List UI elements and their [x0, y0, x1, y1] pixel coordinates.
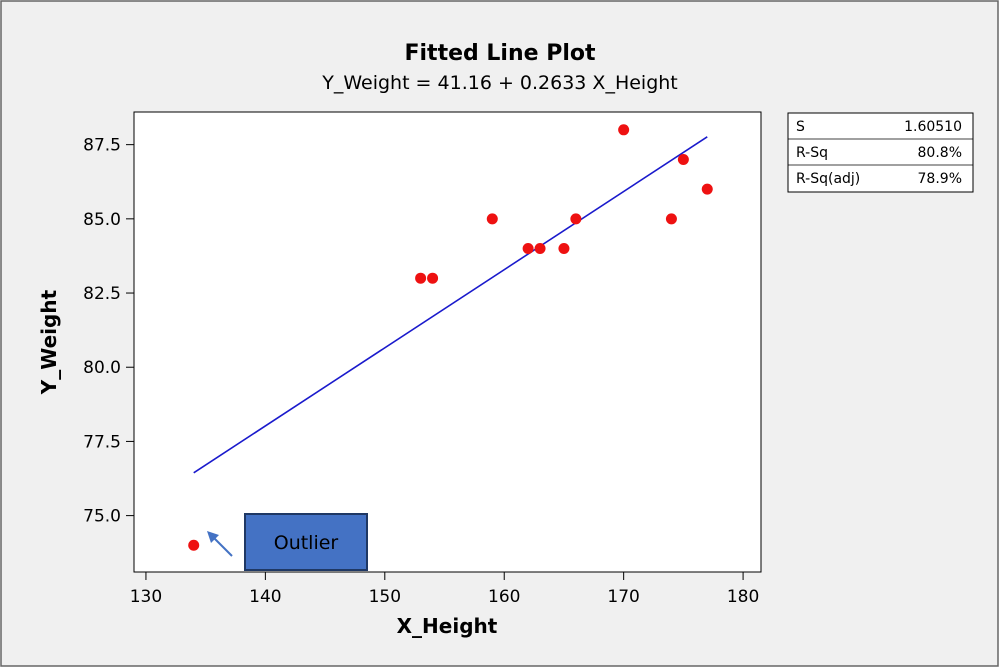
y-tick-label: 80.0: [83, 358, 121, 378]
fit-line-layer: [193, 136, 708, 474]
outlier-arrow-head: [207, 531, 219, 543]
outlier-callout-box: [244, 513, 368, 571]
plot-area: [133, 111, 762, 573]
data-point: [522, 243, 534, 255]
stat-s-label: S: [796, 119, 805, 135]
data-point: [677, 153, 689, 165]
y-axis-label: Y_Weight: [37, 289, 61, 395]
data-point: [415, 272, 427, 284]
data-point: [188, 539, 200, 551]
x-axis-label: X_Height: [397, 614, 498, 638]
stats-box: S 1.60510 R-Sq 80.8% R-Sq(adj) 78.9%: [787, 112, 974, 193]
stats-box-frame: [787, 112, 974, 193]
y-tick-label: 85.0: [83, 210, 121, 230]
x-tick-label: 180: [727, 587, 759, 607]
stat-rsq-label: R-Sq: [796, 145, 828, 161]
y-axis-ticks: 75.0 77.5 80.0 82.5 85.0 87.5: [83, 136, 134, 527]
stat-rsq-value: 80.8%: [918, 145, 962, 161]
outlier-annotation: Outlier: [207, 513, 368, 571]
data-point: [701, 183, 713, 195]
chart-subtitle: Y_Weight = 41.16 + 0.2633 X_Height: [321, 72, 678, 94]
data-point: [486, 213, 498, 225]
stat-s-value: 1.60510: [904, 119, 962, 135]
data-point: [570, 213, 582, 225]
y-tick-label: 87.5: [83, 136, 121, 156]
y-tick-label: 75.0: [83, 507, 121, 527]
x-tick-label: 150: [369, 587, 401, 607]
stat-rsq-adj-label: R-Sq(adj): [796, 171, 860, 187]
x-tick-label: 140: [249, 587, 281, 607]
y-tick-label: 77.5: [83, 432, 121, 452]
fitted-regression-line: [193, 136, 708, 474]
stat-rsq-adj-value: 78.9%: [918, 171, 962, 187]
data-point: [618, 124, 630, 136]
data-point: [665, 213, 677, 225]
outlier-arrow-shaft: [213, 537, 233, 557]
data-point: [534, 243, 546, 255]
data-point: [558, 243, 570, 255]
y-tick-label: 82.5: [83, 284, 121, 304]
chart-title: Fitted Line Plot: [404, 41, 596, 66]
x-tick-label: 130: [130, 587, 162, 607]
data-point: [427, 272, 439, 284]
x-tick-label: 160: [488, 587, 520, 607]
outlier-callout-text: Outlier: [274, 532, 339, 554]
x-axis-ticks: 130 140 150 160 170 180: [130, 572, 759, 607]
x-tick-label: 170: [607, 587, 639, 607]
data-points: [188, 124, 713, 551]
